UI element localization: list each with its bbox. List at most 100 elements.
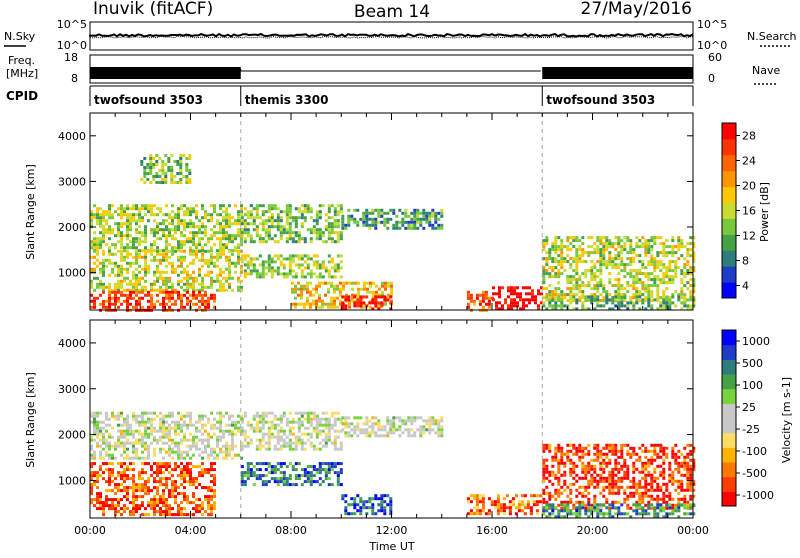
heatmap-cell: [192, 250, 195, 253]
heatmap-cell: [611, 453, 614, 456]
heatmap-cell: [369, 282, 372, 285]
heatmap-cell: [659, 465, 662, 468]
heatmap-cell: [617, 293, 620, 296]
heatmap-cell: [404, 428, 407, 431]
heatmap-cell: [380, 221, 383, 224]
heatmap-cell: [548, 471, 551, 474]
heatmap-cell: [300, 297, 303, 300]
heatmap-cell: [644, 477, 647, 480]
heatmap-cell: [262, 412, 265, 415]
heatmap-cell: [183, 294, 186, 297]
heatmap-cell: [177, 259, 180, 262]
heatmap-cell: [656, 263, 659, 266]
heatmap-cell: [213, 495, 216, 498]
heatmap-cell: [566, 239, 569, 242]
heatmap-cell: [542, 278, 545, 281]
heatmap-cell: [201, 474, 204, 477]
heatmap-cell: [231, 457, 234, 460]
heatmap-cell: [614, 248, 617, 251]
heatmap-cell: [183, 259, 186, 262]
heatmap-cell: [201, 225, 204, 228]
heatmap-cell: [584, 447, 587, 450]
heatmap-cell: [132, 286, 135, 289]
heatmap-cell: [653, 239, 656, 242]
heatmap-cell: [377, 419, 380, 422]
heatmap-cell: [340, 254, 343, 257]
heatmap-cell: [96, 471, 99, 474]
heatmap-cell: [563, 257, 566, 260]
heatmap-cell: [96, 265, 99, 268]
heatmap-cell: [686, 304, 689, 307]
heatmap-cell: [680, 462, 683, 465]
heatmap-cell: [174, 480, 177, 483]
heatmap-cell: [295, 240, 298, 243]
heatmap-cell: [635, 278, 638, 281]
heatmap-cell: [620, 293, 623, 296]
heatmap-cell: [156, 289, 159, 292]
heatmap-cell: [593, 465, 596, 468]
heatmap-cell: [689, 269, 692, 272]
heatmap-cell: [198, 225, 201, 228]
heatmap-cell: [265, 412, 268, 415]
heatmap-cell: [216, 265, 219, 268]
heatmap-cell: [141, 421, 144, 424]
heatmap-cell: [671, 236, 674, 239]
heatmap-cell: [165, 237, 168, 240]
heatmap-cell: [108, 477, 111, 480]
heatmap-cell: [665, 301, 668, 304]
heatmap-cell: [677, 295, 680, 298]
heatmap-cell: [138, 219, 141, 222]
heatmap-cell: [680, 295, 683, 298]
heatmap-cell: [635, 453, 638, 456]
heatmap-cell: [120, 283, 123, 286]
heatmap-cell: [274, 445, 277, 448]
heatmap-cell: [129, 433, 132, 436]
heatmap-cell: [584, 284, 587, 287]
heatmap-cell: [253, 257, 256, 260]
heatmap-cell: [587, 269, 590, 272]
heatmap-cell: [159, 253, 162, 256]
heatmap-cell: [171, 204, 174, 207]
heatmap-cell: [237, 210, 240, 213]
heatmap-cell: [231, 430, 234, 433]
heatmap-cell: [222, 271, 225, 274]
heatmap-cell: [135, 204, 138, 207]
heatmap-cell: [569, 248, 572, 251]
heatmap-cell: [531, 289, 534, 292]
heatmap-cell: [241, 445, 244, 448]
heatmap-cell: [183, 468, 186, 471]
heatmap-cell: [599, 239, 602, 242]
heatmap-cell: [183, 234, 186, 237]
y-tick-label: 4000: [58, 130, 86, 143]
heatmap-cell: [120, 213, 123, 216]
heatmap-cell: [683, 263, 686, 266]
heatmap-cell: [620, 251, 623, 254]
heatmap-cell: [176, 172, 179, 175]
heatmap-cell: [225, 445, 228, 448]
heatmap-cell: [605, 486, 608, 489]
heatmap-cell: [428, 218, 431, 221]
heatmap-cell: [114, 504, 117, 507]
heatmap-cell: [289, 266, 292, 269]
heatmap-cell: [674, 263, 677, 266]
heatmap-cell: [144, 507, 147, 510]
heatmap-cell: [318, 285, 321, 288]
heatmap-cell: [225, 259, 228, 262]
heatmap-cell: [662, 450, 665, 453]
heatmap-cell: [635, 486, 638, 489]
heatmap-cell: [162, 430, 165, 433]
heatmap-cell: [623, 295, 626, 298]
heatmap-cell: [150, 204, 153, 207]
heatmap-cell: [545, 251, 548, 254]
heatmap-cell: [171, 253, 174, 256]
heatmap-cell: [138, 210, 141, 213]
heatmap-cell: [632, 480, 635, 483]
heatmap-cell: [653, 298, 656, 301]
heatmap-cell: [371, 503, 374, 506]
heatmap-cell: [383, 494, 386, 497]
heatmap-cell: [328, 418, 331, 421]
heatmap-cell: [662, 498, 665, 501]
heatmap-cell: [368, 224, 371, 227]
heatmap-cell: [602, 453, 605, 456]
heatmap-cell: [368, 497, 371, 500]
